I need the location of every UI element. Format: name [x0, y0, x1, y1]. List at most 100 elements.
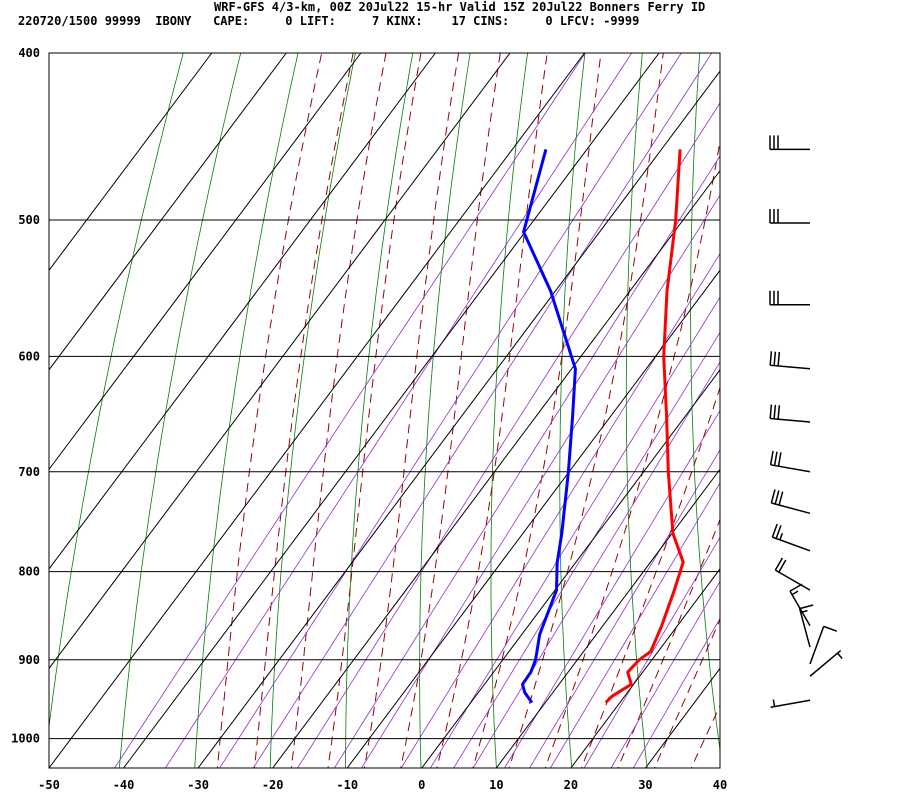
- isotherm-gridline: [48, 52, 287, 371]
- wind-barb: [774, 557, 811, 591]
- x-tick-label: 30: [638, 778, 652, 792]
- dry-adiabat: [872, 15, 900, 776]
- barb-staff: [798, 608, 811, 648]
- chart-title: WRF-GFS 4/3-km, 00Z 20Jul22 15-hr Valid …: [214, 0, 706, 14]
- temperature-trace: [604, 149, 685, 704]
- barb-feather: [774, 490, 780, 505]
- barb-feather: [774, 557, 784, 571]
- dry-adiabat: [269, 53, 356, 768]
- wind-barb: [769, 404, 811, 423]
- barb-feather: [778, 491, 784, 506]
- dry-adiabat: [753, 15, 799, 776]
- mixing-ratio-line: [529, 449, 720, 768]
- moist-adiabat: [216, 53, 323, 768]
- mixing-ratio-line: [297, 102, 720, 768]
- mixing-ratio-line: [400, 252, 720, 768]
- barb-staff: [809, 649, 842, 677]
- isotherm-gridline: [48, 52, 213, 271]
- wind-barb: [769, 208, 810, 224]
- barb-staff: [770, 464, 811, 473]
- dry-adiabat: [345, 53, 414, 768]
- barb-staff: [770, 699, 811, 708]
- y-tick-label: 1000: [11, 732, 40, 746]
- barb-half-feather: [791, 590, 799, 596]
- x-tick-label: 20: [564, 778, 578, 792]
- barb-feather: [799, 604, 814, 610]
- isotherm-gridline: [421, 369, 721, 769]
- wind-barb: [798, 604, 814, 648]
- isotherm-gridline: [48, 52, 511, 669]
- y-tick-label: 400: [18, 46, 40, 60]
- mixing-ratio-line: [583, 536, 720, 768]
- moist-adiabat: [508, 53, 664, 768]
- wind-barb: [769, 351, 811, 370]
- moist-adiabat: [436, 53, 548, 768]
- wind-barb: [769, 135, 810, 151]
- barb-staff: [809, 626, 825, 665]
- mixing-ratio-line: [504, 409, 720, 768]
- moist-adiabat: [363, 53, 460, 768]
- barb-feather: [773, 404, 777, 419]
- plot-border: [48, 52, 721, 769]
- isotherm-gridline: [48, 52, 362, 470]
- moist-adiabat: [653, 618, 720, 768]
- mixing-ratio-line: [632, 617, 720, 768]
- x-tick-label: 0: [418, 778, 425, 792]
- x-tick-label: -10: [336, 778, 358, 792]
- isotherm-gridline: [272, 170, 721, 769]
- y-tick-label: 500: [18, 213, 40, 227]
- isotherm-gridline: [123, 52, 660, 769]
- barb-feather: [789, 583, 803, 592]
- x-tick-label: 10: [489, 778, 503, 792]
- y-tick-label: 900: [18, 653, 40, 667]
- mixing-ratio-line: [361, 194, 720, 768]
- barb-feather: [777, 452, 782, 467]
- isotherm-gridline: [346, 269, 721, 769]
- isotherm-gridline: [48, 52, 585, 769]
- moist-adiabat: [400, 53, 501, 768]
- dry-adiabat: [419, 53, 471, 768]
- wind-barb: [770, 699, 811, 708]
- x-tick-label: -20: [262, 778, 284, 792]
- barb-staff: [771, 502, 811, 515]
- barb-feather: [773, 351, 777, 366]
- sounding-indices: 220720/1500 99999 IBONY CAPE: 0 LIFT: 7 …: [18, 14, 640, 28]
- dry-adiabat: [490, 53, 529, 768]
- wind-barb: [769, 450, 811, 473]
- dry-adiabat: [559, 53, 586, 768]
- mixing-ratio-line: [610, 580, 720, 768]
- barb-feather: [773, 451, 778, 466]
- barb-half-feather: [800, 609, 808, 614]
- x-tick-label: 40: [713, 778, 727, 792]
- barb-feather: [769, 404, 773, 419]
- moist-adiabat: [253, 53, 354, 768]
- moist-adiabat: [725, 15, 900, 776]
- wind-barb: [809, 625, 838, 665]
- mixing-ratio-line: [550, 482, 720, 768]
- wind-barb: [771, 523, 811, 552]
- wind-barb: [770, 489, 811, 515]
- mixing-ratio-line: [252, 53, 713, 768]
- barb-staff: [772, 536, 811, 552]
- barb-half-feather: [779, 533, 784, 541]
- mixing-ratio-line: [219, 53, 682, 768]
- mixing-ratio-line: [453, 331, 720, 768]
- moist-adiabat: [580, 386, 720, 768]
- chart-grid: [48, 52, 721, 769]
- dewpoint-trace: [521, 149, 577, 704]
- barb-staff: [774, 569, 811, 591]
- plot-frame: [48, 52, 721, 769]
- isotherm-gridline: [48, 52, 436, 570]
- barb-feather: [823, 625, 838, 632]
- isotherm-gridline: [645, 668, 721, 769]
- isotherm-gridline: [495, 469, 721, 769]
- dry-adiabat: [49, 53, 184, 730]
- sounding-traces: [521, 149, 685, 704]
- wind-barb: [809, 649, 843, 677]
- thermo-background-lines: [49, 15, 900, 776]
- wind-barb: [769, 290, 810, 306]
- barb-feather: [777, 405, 781, 420]
- dry-adiabat: [813, 15, 875, 776]
- barb-feather: [771, 523, 778, 538]
